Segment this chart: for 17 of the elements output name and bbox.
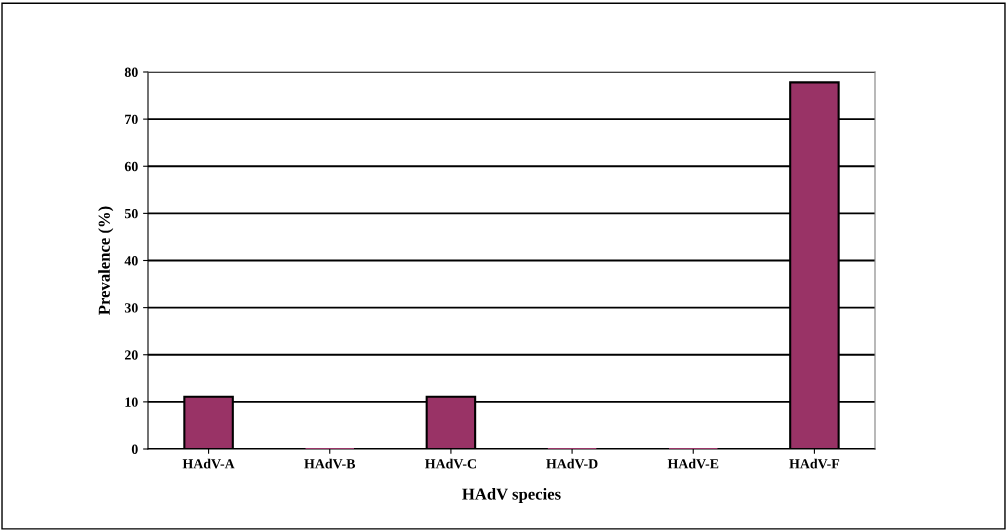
y-tick-label: 40 xyxy=(124,256,138,266)
y-tick-label: 80 xyxy=(124,67,138,77)
x-tick-label: HAdV-D xyxy=(546,458,598,469)
y-axis-title: Prevalence (%) xyxy=(98,206,114,315)
x-tick-label: HAdV-E xyxy=(667,458,719,469)
y-tick-label: 30 xyxy=(124,303,138,313)
x-axis-title: HAdV species xyxy=(462,487,561,504)
x-tick-label: HAdV-C xyxy=(425,458,476,469)
x-tick-label: HAdV-B xyxy=(304,458,356,469)
x-tick-label: HAdV-A xyxy=(182,458,235,469)
x-tick-label: HAdV-F xyxy=(789,458,840,469)
y-tick-label: 70 xyxy=(125,114,138,125)
y-tick-label: 20 xyxy=(124,350,138,360)
y-tick-label: 50 xyxy=(124,208,138,219)
y-tick-label: 60 xyxy=(124,161,138,172)
y-tick-label: 0 xyxy=(131,444,138,454)
y-tick-label: 10 xyxy=(125,397,138,407)
